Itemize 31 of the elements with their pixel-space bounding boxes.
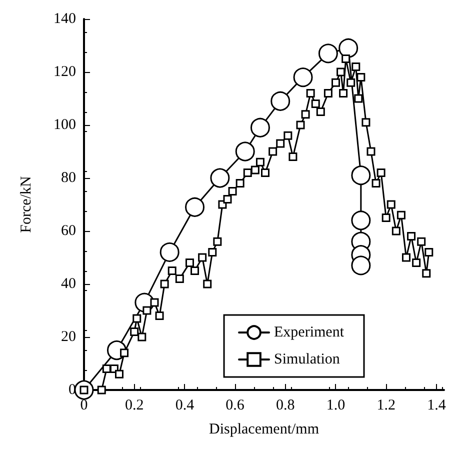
point: [270, 91, 290, 111]
y-tick-label: 20: [61, 329, 76, 345]
x-tick-label: 1.0: [326, 398, 346, 414]
point: [235, 142, 255, 162]
point: [338, 38, 358, 58]
y-tick-label: 100: [54, 117, 76, 133]
point: [351, 256, 371, 276]
point: [351, 210, 371, 230]
y-axis-title: Force/kN: [18, 176, 34, 233]
x-tick-label: 0: [80, 398, 88, 414]
x-tick-label: 1.2: [376, 398, 396, 414]
y-tick-label: 80: [61, 170, 76, 186]
y-tick-label: 40: [61, 276, 76, 292]
point: [160, 242, 180, 262]
point: [293, 68, 313, 88]
x-axis-title: Displacement/mm: [209, 422, 320, 438]
x-tick-label: 1.4: [427, 398, 446, 414]
x-tick-label: 0.4: [175, 398, 195, 414]
y-tick-label: 120: [54, 64, 76, 80]
legend-label: Simulation: [274, 352, 340, 368]
point: [210, 168, 230, 188]
y-tick-label: 60: [61, 223, 76, 239]
x-tick-label: 0.6: [226, 398, 245, 414]
legend-label: Experiment: [274, 324, 345, 340]
point: [185, 197, 205, 217]
point: [318, 44, 338, 64]
x-tick-label: 0.8: [276, 398, 295, 414]
y-tick-label: 140: [54, 11, 76, 27]
x-tick-label: 0.2: [124, 398, 144, 414]
point: [250, 118, 270, 138]
point: [351, 166, 371, 186]
